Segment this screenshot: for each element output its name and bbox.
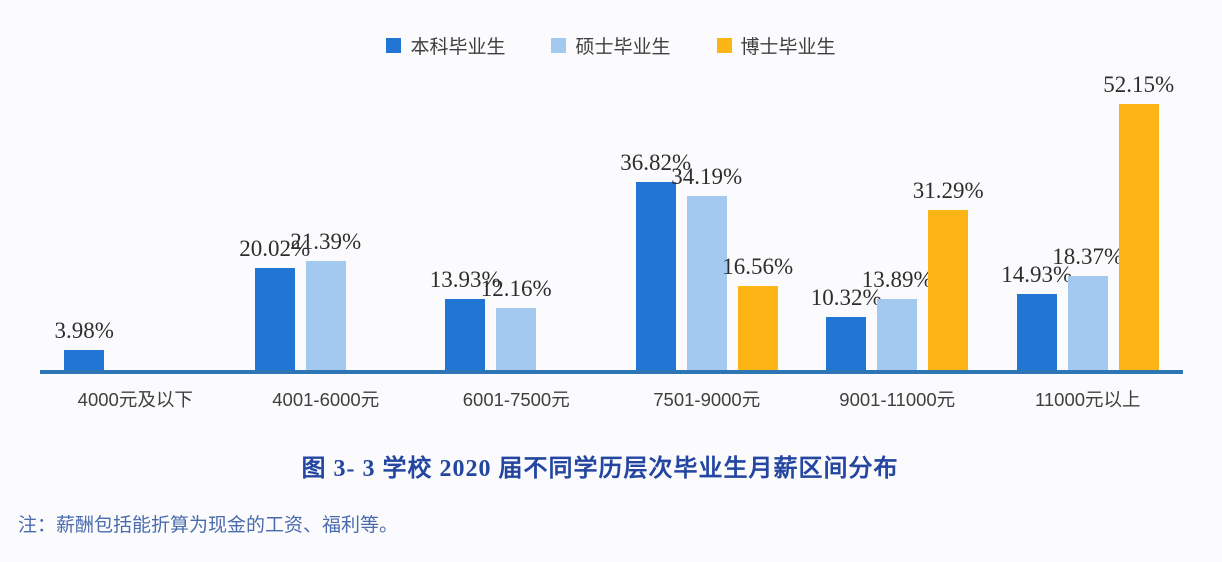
- x-axis-label: 4001-6000元: [272, 389, 380, 410]
- legend-label: 博士毕业生: [740, 37, 836, 58]
- x-axis-label: 4000元及以下: [77, 389, 193, 410]
- bar-series3-group5: [928, 210, 969, 370]
- x-axis-label: 9001-11000元: [839, 389, 956, 410]
- bar-value-label: 52.15%: [1103, 72, 1175, 97]
- bar-series1-group5: [826, 317, 867, 370]
- legend-swatch-icon: [551, 38, 567, 53]
- x-axis-line: [40, 370, 1183, 374]
- legend-label: 硕士毕业生: [575, 37, 671, 58]
- bar-series2-group4: [686, 196, 727, 370]
- x-axis-label: 6001-7500元: [462, 389, 570, 410]
- bar-series1-group6: [1016, 294, 1057, 370]
- bar-value-label: 14.93%: [1001, 262, 1073, 287]
- legend-swatch-icon: [716, 38, 732, 53]
- bar-series1-group3: [445, 299, 486, 370]
- legend-item-2: 硕士毕业生: [551, 32, 671, 59]
- x-axis-label: 7501-9000元: [653, 389, 761, 410]
- bar-value-label: 12.16%: [480, 276, 552, 301]
- bar-value-label: 34.19%: [671, 164, 743, 189]
- bar-value-label: 18.37%: [1052, 244, 1124, 269]
- legend-label: 本科毕业生: [410, 37, 506, 58]
- bar-series2-group2: [305, 261, 346, 370]
- bar-value-label: 16.56%: [722, 254, 794, 279]
- bar-value-label: 21.39%: [290, 229, 362, 254]
- chart-legend: 本科毕业生 硕士毕业生 博士毕业生: [0, 32, 1222, 59]
- bar-value-label: 13.89%: [861, 267, 933, 292]
- bar-value-label: 20.02%: [239, 236, 311, 261]
- chart-caption: 图 3- 3 学校 2020 届不同学历层次毕业生月薪区间分布: [301, 456, 899, 482]
- bar-series3-group6: [1118, 104, 1159, 370]
- legend-item-1: 本科毕业生: [386, 32, 505, 59]
- bar-series2-group5: [877, 299, 918, 370]
- x-axis-label: 11000元以上: [1034, 389, 1141, 410]
- bar-series3-group4: [737, 286, 778, 370]
- bar-series1-group1: [64, 350, 105, 370]
- bar-series2-group6: [1067, 276, 1108, 370]
- bar-value-label: 3.98%: [54, 318, 114, 343]
- bar-value-label: 36.82%: [620, 150, 692, 175]
- legend-item-3: 博士毕业生: [716, 32, 836, 59]
- bar-series1-group4: [635, 182, 676, 370]
- legend-swatch-icon: [386, 38, 402, 53]
- bar-value-label: 13.93%: [429, 267, 501, 292]
- bar-series1-group2: [254, 268, 295, 370]
- bar-value-label: 31.29%: [912, 178, 984, 203]
- bar-value-label: 10.32%: [810, 285, 882, 310]
- bar-series2-group3: [496, 308, 537, 370]
- chart-footnote: 注：薪酬包括能折算为现金的工资、福利等。: [18, 515, 399, 536]
